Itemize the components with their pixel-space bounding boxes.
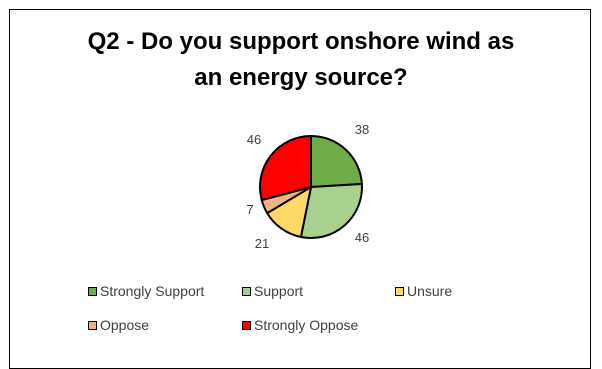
legend-label: Support	[254, 283, 304, 299]
pie-slice-strongly-support	[310, 134, 363, 189]
pie-chart: 38 46 21 7 46	[246, 122, 369, 251]
legend-item-strongly-oppose: Strongly Oppose	[242, 317, 358, 333]
chart-title: Q2 - Do you support onshore wind as an e…	[87, 28, 515, 91]
legend-label: Unsure	[407, 283, 453, 299]
data-label: 7	[246, 202, 253, 217]
legend-label: Strongly Support	[100, 283, 205, 299]
data-label: 46	[247, 132, 261, 147]
legend-item-oppose: Oppose	[88, 317, 149, 333]
legend-label: Strongly Oppose	[254, 317, 359, 333]
legend-swatch	[88, 320, 97, 330]
data-label: 21	[255, 236, 269, 251]
legend-label: Oppose	[100, 317, 150, 333]
data-label: 46	[355, 230, 369, 245]
legend-swatch	[88, 286, 97, 296]
legend-item-support: Support	[242, 283, 303, 299]
data-label: 38	[355, 122, 369, 137]
legend-swatch	[242, 286, 251, 296]
pie-slice-support	[299, 182, 363, 239]
legend-item-unsure: Unsure	[395, 283, 452, 299]
legend-swatch	[242, 320, 251, 330]
legend-swatch	[395, 286, 404, 296]
pie-slice-strongly-oppose	[259, 134, 312, 202]
legend-item-strongly-support: Strongly Support	[88, 283, 204, 299]
